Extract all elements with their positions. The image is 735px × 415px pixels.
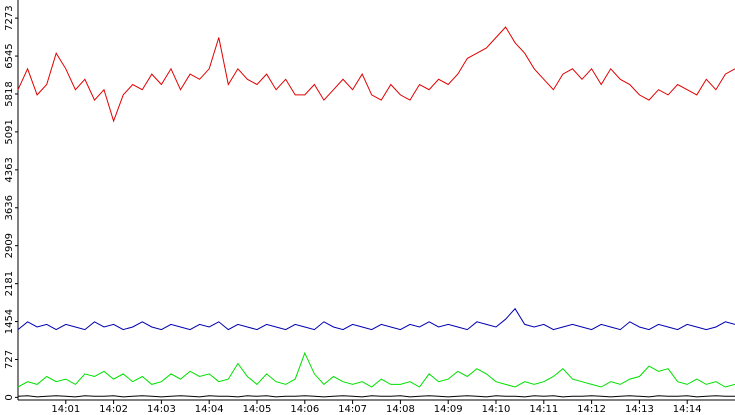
x-tick-label: 14:10 (482, 404, 511, 415)
y-tick-label: 2909 (4, 233, 15, 258)
y-tick-label: 3636 (4, 195, 15, 220)
y-tick-label: 6545 (4, 43, 15, 68)
y-tick-label: 0 (4, 394, 15, 400)
x-tick-label: 14:11 (529, 404, 558, 415)
x-tick-label: 14:02 (99, 404, 128, 415)
x-tick-label: 14:07 (338, 404, 367, 415)
x-tick-label: 14:04 (195, 404, 224, 415)
x-tick-label: 14:05 (243, 404, 272, 415)
x-tick-label: 14:01 (51, 404, 80, 415)
series-line (17, 351, 735, 388)
x-tick-label: 14:12 (577, 404, 606, 415)
x-tick-label: 14:09 (434, 404, 463, 415)
x-tick-label: 14:08 (386, 404, 415, 415)
y-tick-label: 7273 (4, 5, 15, 30)
series-line (17, 307, 735, 331)
y-tick-label: 4363 (4, 157, 15, 182)
y-tick-label: 1454 (4, 309, 15, 334)
y-tick-label: 2181 (4, 271, 15, 296)
y-tick-label: 727 (4, 350, 15, 369)
x-tick-label: 14:14 (673, 404, 702, 415)
series-line (17, 395, 735, 398)
series-line (17, 26, 735, 123)
y-tick-label: 5818 (4, 81, 15, 106)
x-tick-label: 14:13 (625, 404, 654, 415)
x-tick-label: 14:06 (290, 404, 319, 415)
x-tick-label: 14:03 (147, 404, 176, 415)
y-tick-label: 5091 (4, 119, 15, 144)
